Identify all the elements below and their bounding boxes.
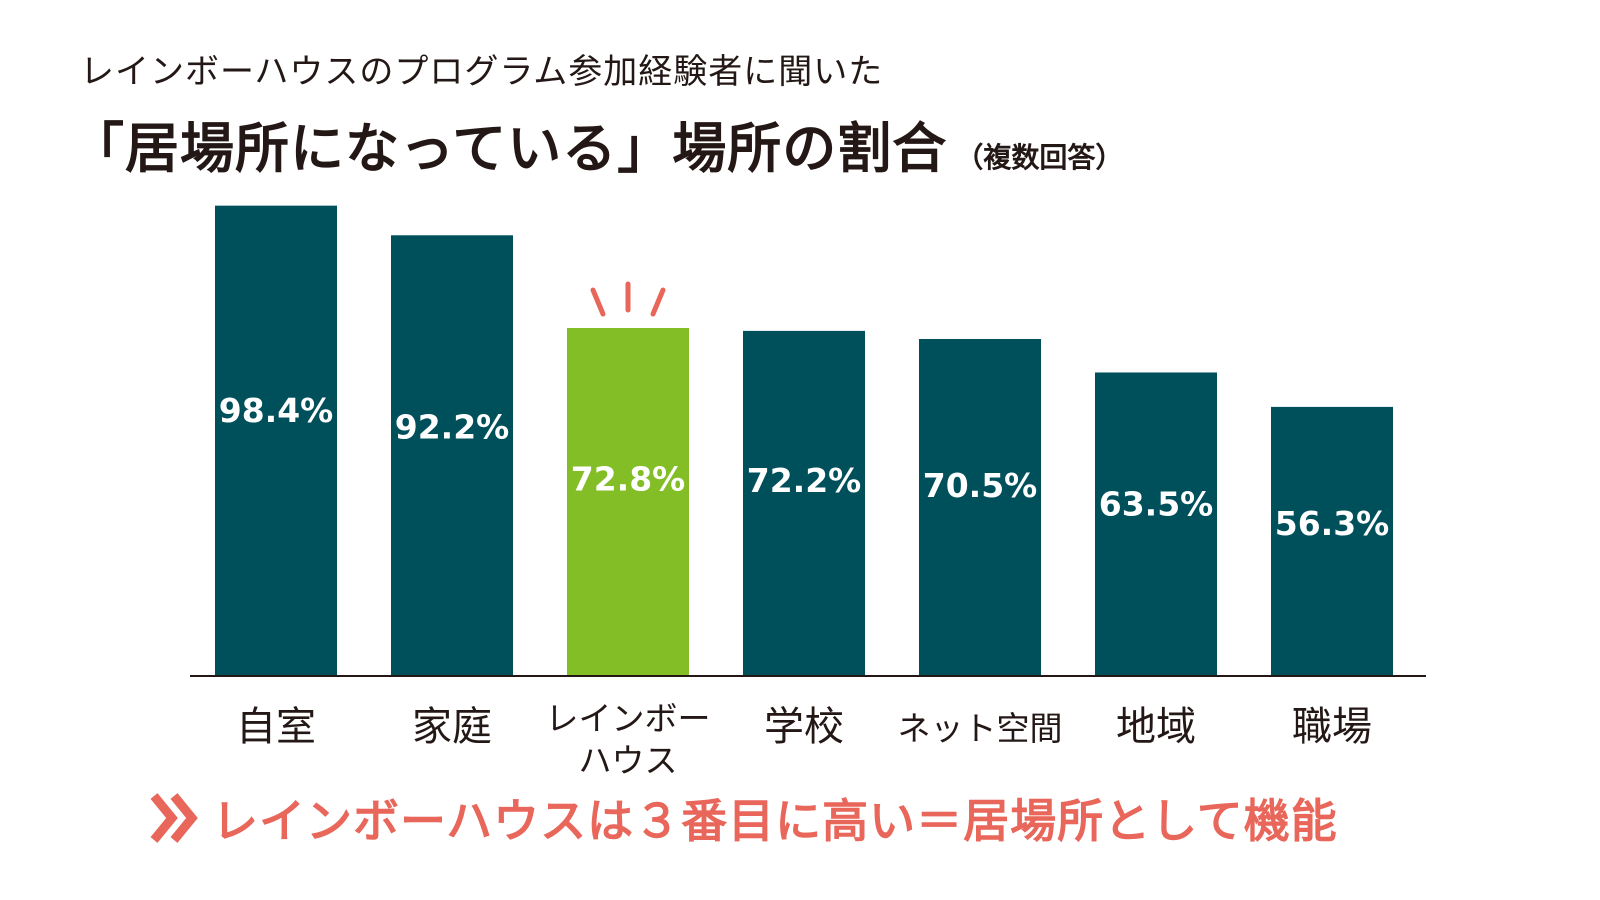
category-label: ネット空間: [898, 709, 1063, 748]
bar-value-label: 72.8%: [571, 460, 686, 499]
double-chevron-right-icon: [150, 793, 198, 843]
conclusion-text: レインボーハウスは３番目に高い＝居場所として機能: [212, 794, 1338, 848]
category-label: 家庭: [412, 704, 492, 750]
bar-value-label: 63.5%: [1099, 485, 1214, 524]
bar-value-label: 72.2%: [747, 461, 862, 500]
chart-title: 「居場所になっている」場所の割合: [70, 117, 948, 180]
category-labels: 自室 家庭 レインボーハウス 学校 ネット空間 地域 職場: [236, 699, 1372, 780]
bar-chart: 98.4% 92.2% 72.8% 72.2% 70.5% 63.5% 56.3% 自室 家庭…: [190, 205, 1426, 780]
highlight-marks: [590, 281, 666, 317]
bar-3: [567, 328, 689, 676]
bar-value-label: 70.5%: [923, 466, 1038, 505]
bar-7: [1271, 406, 1393, 676]
category-label: 学校: [764, 704, 844, 750]
category-label: ハウス: [579, 741, 678, 780]
category-label: 職場: [1292, 704, 1372, 750]
conclusion: レインボーハウスは３番目に高い＝居場所として機能: [150, 785, 1338, 851]
bar-4: [743, 330, 865, 676]
emphasis-mark-3: [650, 287, 666, 317]
bar-5: [919, 339, 1041, 676]
emphasis-mark-1: [590, 287, 606, 317]
title-row: 「居場所になっている」場所の割合 （複数回答）: [70, 104, 1123, 183]
bar-6: [1095, 372, 1217, 676]
category-label: 自室: [236, 704, 316, 750]
category-label: 地域: [1116, 704, 1196, 750]
chart-subtitle: レインボーハウスのプログラム参加経験者に聞いた: [80, 52, 884, 92]
category-label: レインボー: [546, 699, 711, 738]
bar-value-label: 92.2%: [395, 408, 510, 447]
bars-group: 98.4% 92.2% 72.8% 72.2% 70.5% 63.5% 56.3%: [215, 205, 1393, 676]
bar-value-label: 98.4%: [219, 391, 334, 430]
bar-2: [391, 235, 513, 676]
bar-value-label: 56.3%: [1275, 504, 1390, 543]
title-note: （複数回答）: [955, 141, 1124, 174]
bar-1: [215, 205, 337, 676]
